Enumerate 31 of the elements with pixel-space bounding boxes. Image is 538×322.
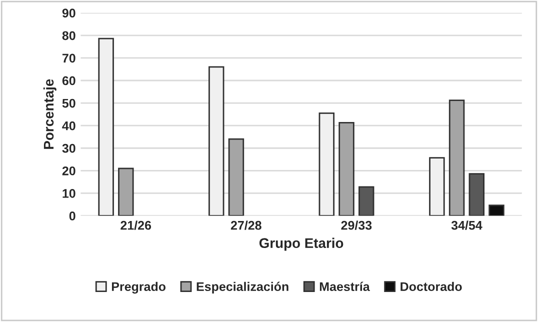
x-tick-label: 34/54 — [451, 220, 482, 230]
y-tick-label: 30 — [62, 144, 76, 153]
y-tick-label: 90 — [62, 8, 76, 18]
y-tick-label: 40 — [62, 121, 76, 130]
legend-label: Pregrado — [112, 282, 166, 294]
bar — [448, 100, 465, 216]
bar — [118, 168, 134, 216]
legend-label: Especialización — [196, 282, 288, 294]
x-tick-label: 27/28 — [230, 220, 262, 230]
bar — [338, 122, 354, 216]
x-tick-label: 21/26 — [120, 220, 152, 230]
bar — [98, 38, 114, 216]
x-axis-title: Grupo Etario — [259, 238, 344, 251]
y-tick-label: 80 — [62, 31, 76, 40]
bar — [429, 157, 445, 216]
x-tick-label: 29/33 — [341, 220, 372, 230]
y-tick-label: 70 — [62, 54, 76, 63]
y-tick-label: 50 — [62, 98, 76, 108]
bar — [488, 204, 504, 216]
y-tick-label: 60 — [62, 76, 76, 86]
bar — [318, 112, 335, 216]
y-tick-label: 20 — [62, 166, 76, 176]
y-tick-label: 0 — [69, 212, 76, 220]
bar — [228, 138, 244, 216]
y-tick-label: 10 — [62, 189, 76, 198]
y-axis-title: Porcentaje — [43, 79, 56, 149]
bar — [358, 186, 374, 216]
bar — [208, 66, 224, 216]
legend-label: Doctorado — [400, 282, 462, 292]
bar — [468, 173, 485, 216]
legend-label: Maestría — [320, 282, 370, 292]
